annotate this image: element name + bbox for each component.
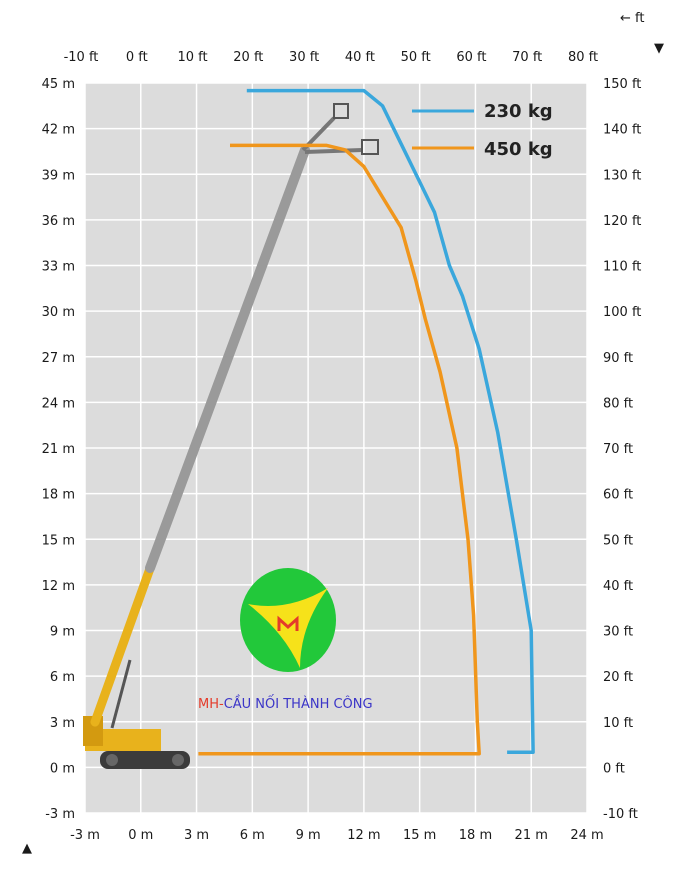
boom-gray-section [145,145,310,573]
top-tick-label: 40 ft [345,50,375,65]
top-right-marker: ▼ [654,41,664,56]
left-tick-label: 39 m [42,168,75,183]
top-tick-label: 70 ft [512,50,542,65]
bottom-tick-label: 18 m [459,828,492,843]
top-tick-label: 10 ft [177,50,207,65]
left-tick-label: 6 m [50,670,75,685]
grid-lines [84,82,588,814]
watermark-text-main: CẦU NỐI THÀNH CÔNG [224,695,373,712]
right-tick-label: 130 ft [603,168,641,183]
left-tick-label: 15 m [42,533,75,548]
top-axis-ticks: -10 ft 0 ft 10 ft 20 ft 30 ft 40 ft 50 ft 60 ft… [64,50,598,65]
bottom-axis-ticks: -3 m 0 m 3 m 6 m 9 m 12 m 15 m 18 m 21 m 24 m [70,828,604,843]
crane-illustration [83,103,379,769]
watermark-logo [240,568,336,672]
crane-wheel [106,754,118,766]
left-tick-label: 27 m [42,351,75,366]
bottom-tick-label: 0 m [128,828,153,843]
platform-basket-lower [361,139,379,155]
right-tick-label: 110 ft [603,260,641,275]
jib-arm-lower [304,148,363,154]
top-tick-label: 80 ft [568,50,598,65]
right-tick-label: 40 ft [603,579,633,594]
left-tick-label: 36 m [42,214,75,229]
watermark-text: MH-CẦU NỐI THÀNH CÔNG [198,695,373,712]
right-axis-ticks: -10 ft 0 ft 10 ft 20 ft 30 ft 40 ft 50 ft 60 ft… [603,77,641,822]
bottom-tick-label: 9 m [296,828,321,843]
top-tick-label: 0 ft [126,50,148,65]
bottom-tick-label: 15 m [403,828,436,843]
crane-wheel [172,754,184,766]
right-tick-label: 50 ft [603,533,633,548]
right-tick-label: -10 ft [603,807,638,822]
crane-tracks [100,751,190,769]
right-tick-label: 120 ft [603,214,641,229]
left-tick-label: 42 m [42,123,75,138]
legend: 230 kg 450 kg [412,101,553,160]
right-tick-label: 140 ft [603,123,641,138]
right-tick-label: 90 ft [603,351,633,366]
right-tick-label: 150 ft [603,77,641,92]
watermark-text-prefix: MH- [198,697,224,712]
series-230kg-line [246,88,535,754]
right-tick-label: 60 ft [603,488,633,503]
top-tick-label: 20 ft [233,50,263,65]
top-tick-label: 50 ft [401,50,431,65]
left-tick-label: 45 m [42,77,75,92]
bottom-tick-label: 12 m [347,828,380,843]
left-tick-label: 18 m [42,488,75,503]
boom-yellow-section [90,558,157,727]
right-tick-label: 100 ft [603,305,641,320]
left-tick-label: 3 m [50,716,75,731]
bottom-tick-label: 21 m [515,828,548,843]
left-axis-ticks: -3 m 0 m 3 m 6 m 9 m 12 m 15 m 18 m 21 m 24 m 27 m… [42,77,75,822]
left-tick-label: -3 m [45,807,75,822]
left-tick-label: 0 m [50,761,75,776]
bottom-tick-label: 3 m [184,828,209,843]
top-tick-label: 30 ft [289,50,319,65]
left-tick-label: 24 m [42,396,75,411]
legend-label-230kg: 230 kg [484,101,553,122]
ft-arrow-label: ← ft [620,11,644,26]
right-tick-label: 20 ft [603,670,633,685]
left-tick-label: 33 m [42,260,75,275]
left-tick-label: 9 m [50,625,75,640]
right-tick-label: 80 ft [603,396,633,411]
top-tick-label: -10 ft [64,50,99,65]
platform-basket-upper [333,103,349,119]
left-tick-label: 21 m [42,442,75,457]
right-tick-label: 30 ft [603,625,633,640]
series-450kg-line [198,143,481,756]
legend-label-450kg: 450 kg [484,139,553,160]
left-tick-label: 12 m [42,579,75,594]
bottom-tick-label: -3 m [70,828,100,843]
crane-chassis [85,729,161,751]
left-tick-label: 30 m [42,305,75,320]
right-tick-label: 70 ft [603,442,633,457]
bottom-tick-label: 6 m [240,828,265,843]
bottom-tick-label: 24 m [570,828,603,843]
watermark-m-mark [277,615,299,631]
top-tick-label: 60 ft [456,50,486,65]
bottom-left-marker: ▲ [22,841,32,856]
right-tick-label: 0 ft [603,761,625,776]
right-tick-label: 10 ft [603,716,633,731]
boom-yellow-cylinder [110,659,132,729]
